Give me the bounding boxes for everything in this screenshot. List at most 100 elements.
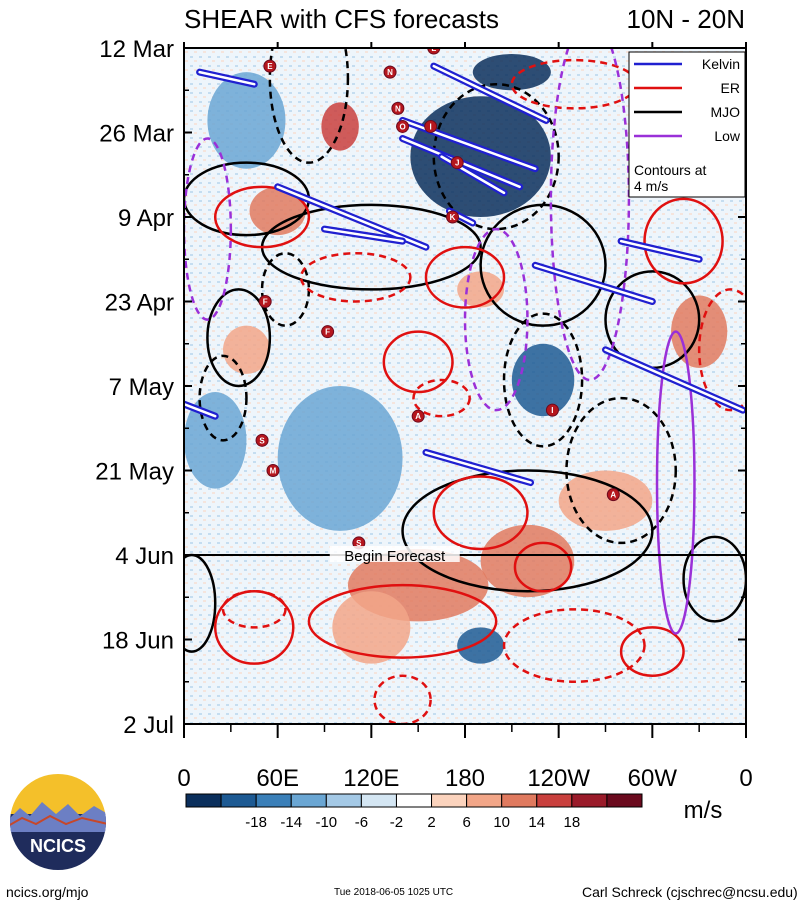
colorbar-tick-label: 14 [528, 814, 545, 831]
er-contour [412, 378, 471, 418]
storm-marker-letter: A [415, 412, 421, 421]
kelvin-band-inner [534, 264, 654, 303]
storm-marker-letter: I [430, 122, 432, 131]
x-tick-label: 60W [628, 765, 678, 792]
begin-forecast-label: Begin Forecast [344, 548, 446, 565]
storm-marker-letter: S [356, 539, 362, 548]
low-contour [463, 227, 529, 412]
ncics-logo: NCICS [10, 774, 106, 870]
chart-title: SHEAR with CFS forecasts [184, 4, 499, 34]
footer-site-link[interactable]: ncics.org/mjo [6, 884, 89, 900]
storm-marker-circle [424, 119, 438, 133]
contour-layer [184, 48, 746, 724]
legend-label: Kelvin [702, 56, 740, 72]
colorbar: -18 -14 -10 -6 -2 2 6 10 14 18 [185, 793, 643, 831]
mjo-contour [206, 288, 272, 388]
storm-marker-circle [446, 210, 460, 224]
storm-marker: S [255, 433, 269, 447]
legend-label: MJO [710, 104, 740, 120]
chart-latitude-band: 10N - 20N [627, 4, 746, 34]
y-tick-label: 12 Mar [99, 36, 174, 63]
low-contour [184, 137, 233, 321]
storm-marker-letter: A [610, 491, 616, 500]
storm-marker-circle [255, 433, 269, 447]
low-contour [655, 330, 696, 635]
storm-marker-letter: S [259, 436, 265, 445]
legend-note-line2: 4 m/s [634, 178, 668, 194]
colorbar-tick-label: 18 [564, 814, 581, 831]
storm-marker: N [391, 101, 405, 115]
footer-timestamp: Tue 2018-06-05 1025 UTC [334, 887, 454, 898]
colorbar-segment [536, 793, 573, 808]
storm-marker-circle [263, 59, 277, 73]
kelvin-band-inner [604, 348, 745, 412]
er-contour [382, 330, 454, 394]
er-contour [299, 251, 412, 303]
colorbar-segment [571, 793, 608, 808]
x-axis: 0 60E 120E 180 120W 60W 0 [177, 42, 753, 792]
storm-marker: A [411, 409, 425, 423]
storm-marker-letter: L [431, 44, 436, 53]
storm-marker: M [266, 464, 280, 477]
er-contour [697, 288, 746, 412]
storm-marker: A [606, 488, 620, 502]
storm-marker-circle [396, 119, 410, 133]
x-tick-label: 120E [343, 765, 399, 792]
storm-marker-letter: F [263, 298, 268, 307]
er-contour [221, 589, 287, 629]
storm-marker-circle [321, 325, 335, 339]
colorbar-segment [220, 793, 257, 808]
storm-marker-circle [391, 101, 405, 115]
storm-marker-circle [411, 409, 425, 423]
y-tick-label: 18 Jun [102, 628, 174, 655]
shear-cell [472, 54, 551, 91]
colorbar-tick-label: -14 [280, 814, 302, 831]
storm-marker-circle [545, 403, 559, 417]
er-contour [619, 626, 685, 677]
er-contour [643, 197, 724, 285]
er-contour [213, 185, 311, 249]
colorbar-segment [466, 793, 503, 808]
kelvin-band-inner [424, 451, 532, 484]
colorbar-segment [290, 793, 327, 808]
shear-cell [207, 72, 286, 169]
storm-marker: K [446, 210, 460, 224]
y-tick-label: 26 Mar [99, 121, 174, 148]
storm-marker: J [450, 156, 464, 170]
kelvin-band-inner [198, 70, 256, 86]
colorbar-segment [606, 793, 643, 808]
colorbar-segment [395, 793, 433, 808]
shear-cell [457, 627, 505, 664]
mjo-contour [565, 396, 677, 545]
colorbar-tick-label: 6 [462, 814, 470, 831]
colorbar-segment [325, 793, 362, 808]
storm-marker-circle [450, 156, 464, 170]
legend-note-line1: Contours at [634, 162, 706, 178]
colorbar-unit-label: m/s [684, 797, 723, 824]
storm-marker-letter: K [450, 213, 456, 222]
kelvin-band-inner [276, 185, 428, 249]
y-tick-label: 7 May [109, 374, 174, 401]
colorbar-segment [185, 793, 222, 808]
storm-marker-letter: F [325, 328, 330, 337]
shear-cell [558, 470, 653, 531]
storm-marker: L [427, 44, 441, 55]
er-contour [513, 541, 573, 593]
colorbar-tick-label: 2 [427, 814, 435, 831]
colorbar-segment [255, 793, 292, 808]
storm-marker: E [263, 59, 277, 73]
storm-marker-circle [427, 48, 441, 55]
y-tick-label: 23 Apr [105, 290, 174, 317]
y-tick-label: 2 Jul [123, 712, 174, 739]
kelvin-band-inner [323, 227, 404, 243]
colorbar-tick-label: -6 [355, 814, 368, 831]
logo-text: NCICS [30, 836, 86, 856]
storm-marker: S [352, 536, 366, 550]
legend-label: ER [721, 80, 740, 96]
y-tick-label: 4 Jun [115, 543, 174, 570]
x-tick-label: 120W [527, 765, 590, 792]
legend-label: Low [714, 128, 741, 144]
storm-marker: I [424, 119, 438, 133]
